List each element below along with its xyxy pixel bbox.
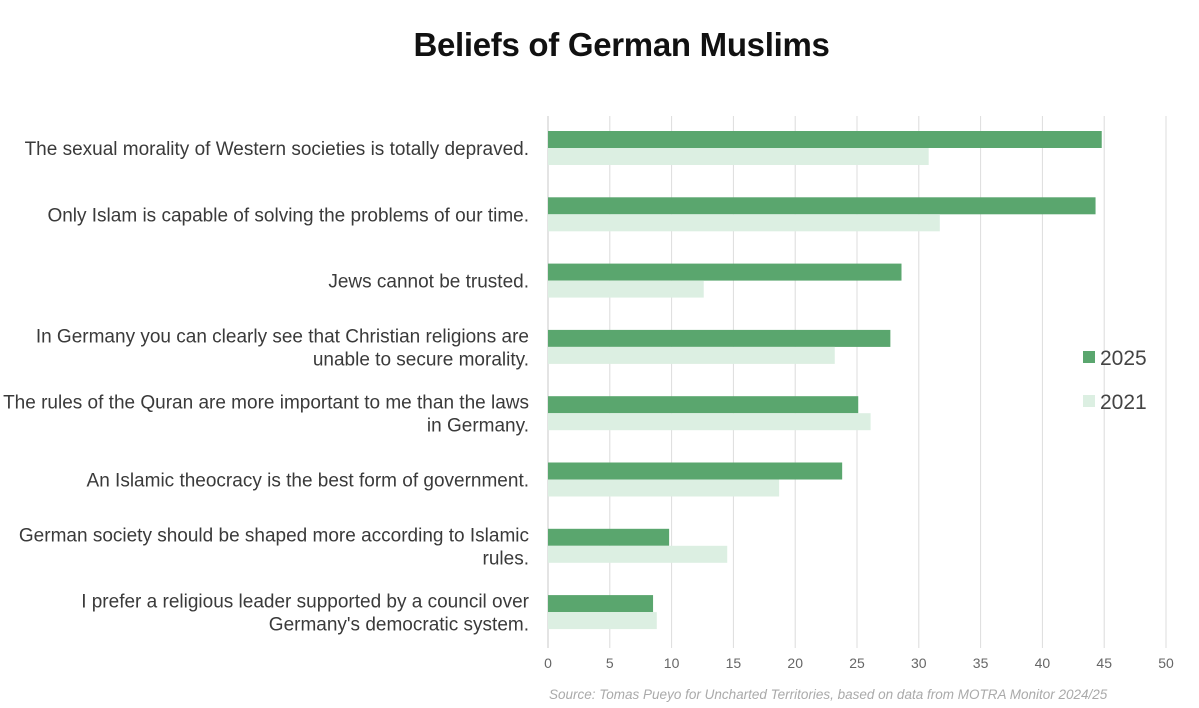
bar-2021-5: [548, 413, 871, 431]
bar-2021-6: [548, 479, 780, 497]
category-label-line: An Islamic theocracy is the best form of…: [87, 471, 529, 492]
category-labels: The sexual morality of Western societies…: [3, 139, 530, 636]
category-label: Only Islam is capable of solving the pro…: [47, 205, 529, 226]
bar-2025-3: [548, 263, 902, 281]
x-tick-label: 25: [849, 655, 865, 671]
category-label-line: The sexual morality of Western societies…: [25, 139, 529, 160]
category-label-line: Germany's democratic system.: [269, 615, 529, 636]
bars: [548, 131, 1102, 630]
category-label-line: In Germany you can clearly see that Chri…: [36, 326, 529, 347]
bar-2025-1: [548, 131, 1102, 148]
x-tick-label: 45: [1096, 655, 1112, 671]
bar-2021-8: [548, 612, 657, 630]
category-label: An Islamic theocracy is the best form of…: [87, 471, 529, 492]
bar-2025-6: [548, 462, 843, 480]
bar-2021-4: [548, 346, 835, 364]
x-tick-label: 0: [544, 655, 552, 671]
category-label-line: German society should be shaped more acc…: [19, 525, 529, 546]
legend-swatch-2025: [1083, 351, 1095, 363]
x-tick-label: 5: [606, 655, 614, 671]
category-label-line: Only Islam is capable of solving the pro…: [47, 205, 529, 226]
bar-2021-7: [548, 545, 728, 563]
x-tick-label: 35: [973, 655, 989, 671]
x-tick-label: 50: [1158, 655, 1174, 671]
category-label: Jews cannot be trusted.: [328, 272, 529, 293]
bar-2025-2: [548, 197, 1096, 215]
bar-2021-2: [548, 214, 940, 232]
category-label: The rules of the Quran are more importan…: [3, 393, 529, 437]
gridlines: [547, 116, 1167, 648]
bar-2025-4: [548, 329, 891, 347]
x-tick-label: 30: [911, 655, 927, 671]
category-label-line: unable to secure morality.: [313, 349, 529, 370]
source-note: Source: Tomas Pueyo for Uncharted Territ…: [549, 687, 1108, 702]
category-label: The sexual morality of Western societies…: [25, 139, 529, 160]
legend-label-2021: 2021: [1100, 391, 1147, 414]
legend-swatch-2021: [1083, 395, 1095, 407]
category-label: In Germany you can clearly see that Chri…: [36, 326, 529, 370]
bar-2021-3: [548, 280, 704, 298]
legend: 2025 2021: [1083, 347, 1147, 414]
category-label-line: Jews cannot be trusted.: [328, 272, 529, 293]
category-label-line: rules.: [483, 548, 529, 569]
category-label-line: in Germany.: [427, 416, 529, 437]
x-tick-label: 40: [1035, 655, 1051, 671]
x-tick-label: 10: [664, 655, 680, 671]
x-tick-label: 15: [726, 655, 742, 671]
category-label: German society should be shaped more acc…: [19, 525, 529, 569]
category-label-line: The rules of the Quran are more importan…: [3, 393, 529, 414]
bar-2025-8: [548, 595, 654, 613]
category-label: I prefer a religious leader supported by…: [81, 592, 529, 636]
bar-2025-7: [548, 528, 670, 546]
chart-title: Beliefs of German Muslims: [413, 26, 830, 63]
category-label-line: I prefer a religious leader supported by…: [81, 592, 529, 613]
bar-2021-1: [548, 148, 929, 165]
legend-label-2025: 2025: [1100, 347, 1147, 370]
x-tick-label: 20: [787, 655, 803, 671]
x-axis-ticks: 0 5 10 15 20 25 30 35 40 45 50: [544, 655, 1174, 671]
bar-2025-5: [548, 396, 859, 414]
